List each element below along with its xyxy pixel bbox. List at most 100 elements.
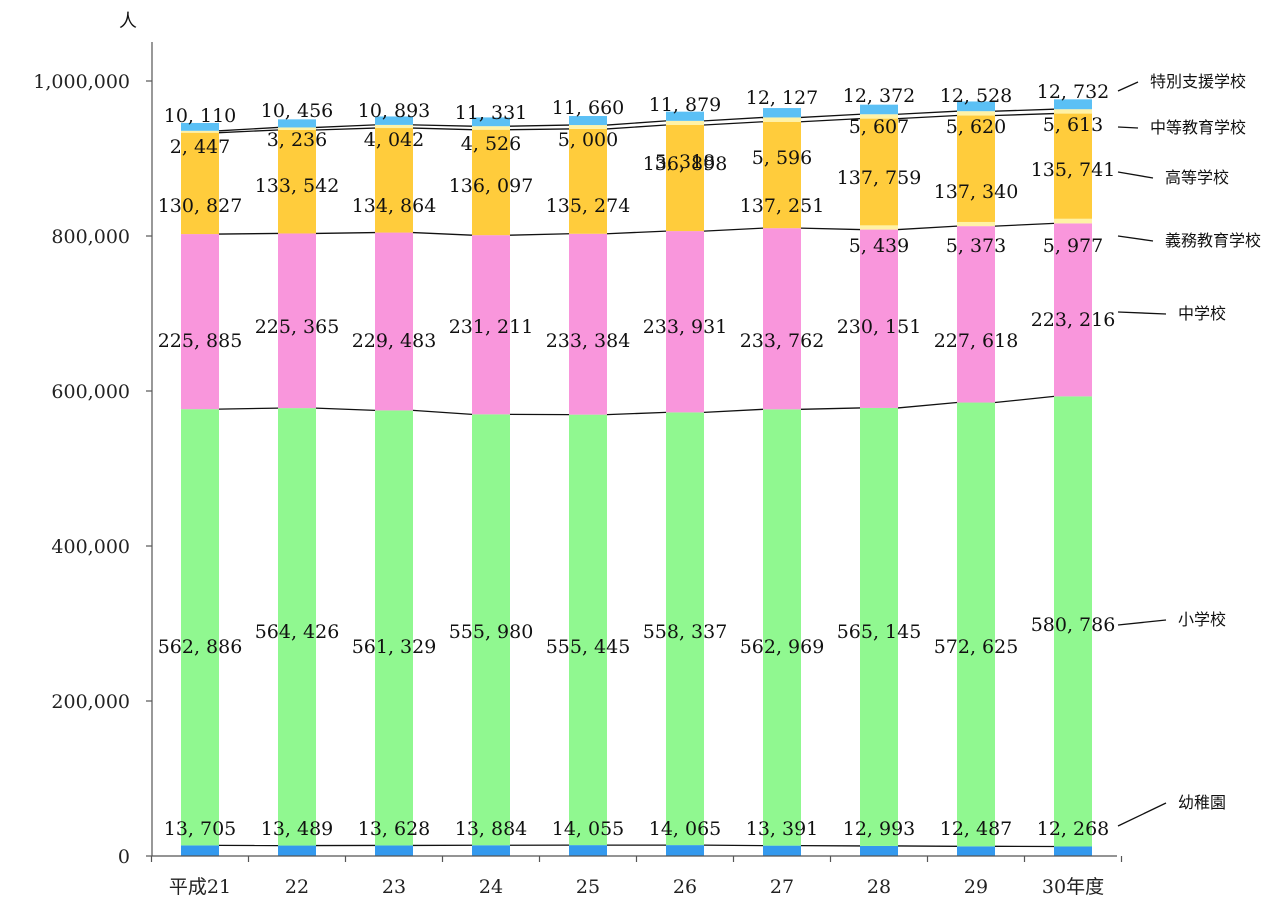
data-label-1-8: 572, 625 bbox=[934, 636, 1019, 658]
x-tick-label-9: 30年度 bbox=[1042, 876, 1104, 898]
data-label-0-8: 12, 487 bbox=[940, 818, 1013, 840]
data-label-2-6: 233, 762 bbox=[740, 330, 825, 352]
bar-segment-0-2 bbox=[375, 845, 413, 856]
bar-segment-2-3 bbox=[472, 235, 510, 415]
connector-line-4-6 bbox=[800, 117, 861, 123]
data-label-6-0: 10, 110 bbox=[164, 105, 237, 127]
legend-label-0: 幼稚園 bbox=[1178, 793, 1226, 812]
connector-lines-layer bbox=[218, 108, 1055, 848]
legend-label-3: 義務教育学校 bbox=[1165, 231, 1261, 250]
bars-layer bbox=[181, 99, 1092, 856]
y-tick-label-4: 800,000 bbox=[51, 226, 130, 248]
data-label-2-9: 223, 216 bbox=[1031, 309, 1116, 331]
connector-line-2-7 bbox=[897, 225, 958, 231]
axes-layer: 0 200,000 400,000 600,000 800,000 1,000,000 平成… bbox=[33, 11, 1123, 898]
bar-segment-0-8 bbox=[957, 846, 995, 856]
bar-segment-6-5 bbox=[666, 111, 704, 121]
bar-segment-5-3 bbox=[472, 126, 510, 130]
bar-segment-2-1 bbox=[278, 233, 316, 409]
connector-line-2-4 bbox=[606, 230, 667, 235]
data-labels-layer: 13, 705 13, 489 13, 628 13, 884 14, 055 14, 0… bbox=[158, 81, 1116, 840]
bar-segment-5-1 bbox=[278, 127, 316, 130]
x-tick-label-4: 25 bbox=[576, 876, 600, 898]
x-tick-label-3: 24 bbox=[479, 876, 503, 898]
connector-line-2-8 bbox=[994, 222, 1055, 227]
connector-line-5-6 bbox=[800, 113, 861, 119]
data-label-1-4: 555, 445 bbox=[546, 636, 631, 658]
bar-segment-2-5 bbox=[666, 231, 704, 413]
data-label-3-7: 5, 439 bbox=[849, 235, 909, 257]
connector-line-2-2 bbox=[412, 231, 473, 236]
bar-segment-5-6 bbox=[763, 117, 801, 122]
bar-segment-2-8 bbox=[957, 226, 995, 403]
bar-segment-0-0 bbox=[181, 845, 219, 856]
data-label-4-7: 137, 759 bbox=[837, 167, 922, 189]
bar-segment-1-6 bbox=[763, 409, 801, 846]
connector-line-5-2 bbox=[412, 124, 473, 127]
data-label-5-2: 4, 042 bbox=[364, 129, 424, 151]
data-label-2-7: 230, 151 bbox=[837, 316, 922, 338]
legend-leader-3 bbox=[1117, 235, 1154, 242]
x-tick-label-0: 平成21 bbox=[169, 876, 231, 898]
y-axis-unit-label: 人 bbox=[119, 11, 137, 32]
bar-segment-6-9 bbox=[1054, 99, 1092, 110]
data-label-4-0: 130, 827 bbox=[158, 195, 243, 217]
connector-line-2-3 bbox=[509, 233, 570, 236]
bar-segment-3-7 bbox=[860, 225, 898, 230]
bar-segment-5-0 bbox=[181, 130, 219, 133]
bar-segment-6-0 bbox=[181, 122, 219, 131]
data-label-0-7: 12, 993 bbox=[843, 818, 916, 840]
bar-segment-5-5 bbox=[666, 120, 704, 125]
bar-segment-0-7 bbox=[860, 845, 898, 856]
connector-line-4-3 bbox=[509, 128, 570, 131]
data-label-4-1: 133, 542 bbox=[255, 175, 340, 197]
data-label-0-1: 13, 489 bbox=[261, 818, 334, 840]
bar-segment-1-3 bbox=[472, 414, 510, 846]
legend-label-2: 中学校 bbox=[1178, 304, 1226, 323]
bar-segment-6-6 bbox=[763, 108, 801, 118]
data-label-0-3: 13, 884 bbox=[455, 818, 528, 840]
bar-segment-2-9 bbox=[1054, 223, 1092, 397]
data-label-6-7: 12, 372 bbox=[843, 85, 916, 107]
connector-line-5-7 bbox=[897, 110, 958, 115]
bar-segment-4-0 bbox=[181, 132, 219, 235]
connector-line-5-8 bbox=[994, 108, 1055, 112]
data-label-2-0: 225, 885 bbox=[158, 330, 243, 352]
data-label-2-3: 231, 211 bbox=[449, 316, 534, 338]
bar-segment-1-1 bbox=[278, 408, 316, 846]
legend-leader-1 bbox=[1117, 619, 1167, 626]
data-label-1-7: 565, 145 bbox=[837, 621, 922, 643]
legend-leader-2 bbox=[1117, 311, 1167, 315]
connector-line-2-1 bbox=[315, 231, 376, 235]
bar-segment-0-1 bbox=[278, 845, 316, 856]
bar-segment-5-7 bbox=[860, 114, 898, 119]
legend-label-6: 特別支援学校 bbox=[1150, 72, 1246, 91]
connector-line-4-8 bbox=[994, 112, 1055, 117]
data-label-1-0: 562, 886 bbox=[158, 636, 243, 658]
connector-line-5-1 bbox=[315, 124, 376, 129]
data-label-6-8: 12, 528 bbox=[940, 85, 1013, 107]
data-label-6-3: 11, 331 bbox=[455, 102, 528, 124]
y-tick-label-3: 600,000 bbox=[51, 381, 130, 403]
bar-segment-4-4 bbox=[569, 128, 607, 234]
data-label-0-6: 13, 391 bbox=[746, 818, 819, 840]
data-label-2-8: 227, 618 bbox=[934, 330, 1019, 352]
data-label-4-4: 135, 274 bbox=[546, 195, 631, 217]
bar-segment-2-0 bbox=[181, 234, 219, 410]
connector-line-2-0 bbox=[218, 232, 279, 235]
data-label-0-0: 13, 705 bbox=[164, 818, 237, 840]
connector-line-4-1 bbox=[315, 127, 376, 131]
bar-segment-1-4 bbox=[569, 414, 607, 846]
data-label-0-9: 12, 268 bbox=[1037, 818, 1110, 840]
y-tick-label-0: 0 bbox=[118, 846, 130, 868]
bar-segment-1-8 bbox=[957, 402, 995, 847]
bar-segment-2-2 bbox=[375, 232, 413, 411]
bar-segment-2-6 bbox=[763, 228, 801, 410]
data-label-5-3: 4, 526 bbox=[461, 133, 521, 155]
y-tick-label-1: 200,000 bbox=[51, 691, 130, 713]
bar-segment-2-7 bbox=[860, 229, 898, 408]
data-label-5-5: 5, 318 bbox=[655, 151, 715, 173]
bar-segment-6-1 bbox=[278, 119, 316, 128]
